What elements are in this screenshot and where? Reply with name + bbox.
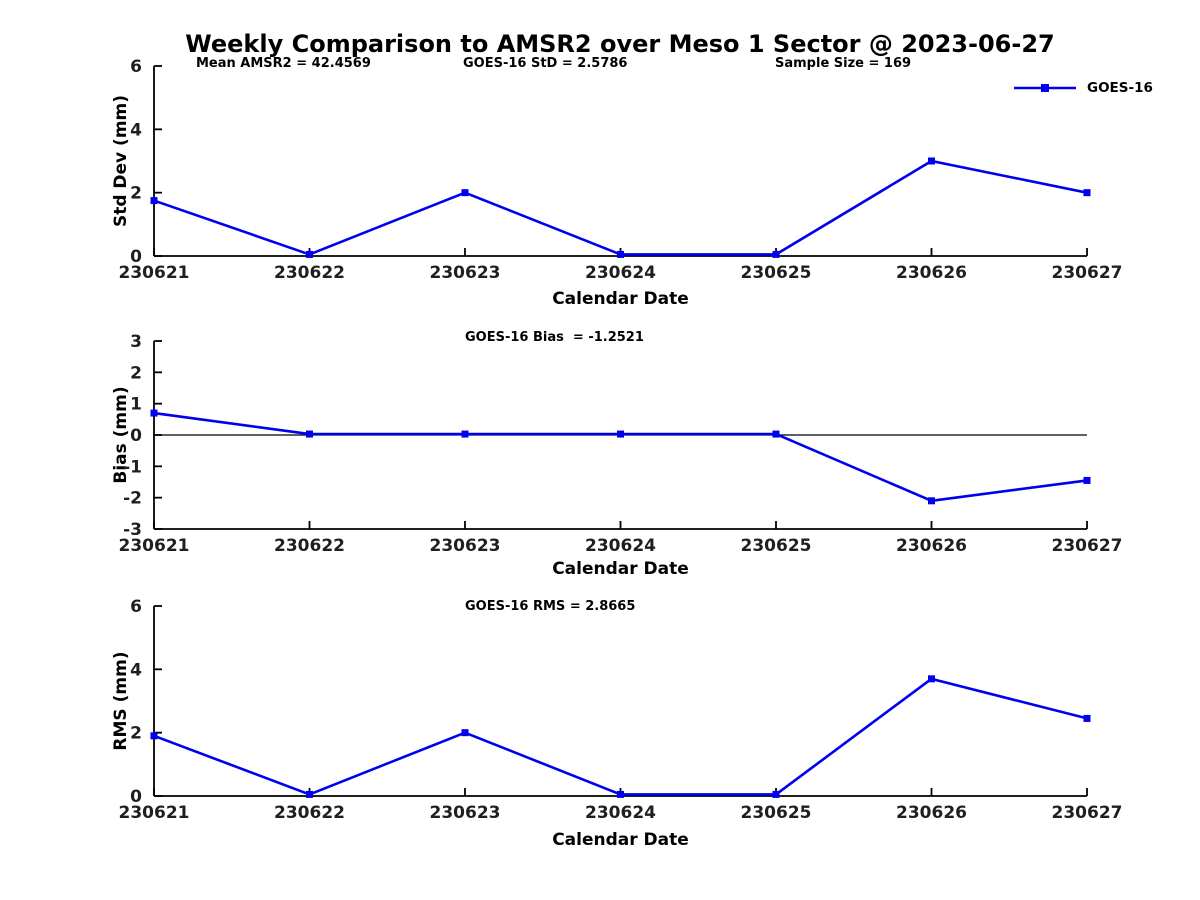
data-point [1083, 189, 1091, 197]
data-point [772, 250, 780, 258]
x-tick-label: 230626 [896, 803, 967, 823]
data-point [461, 729, 469, 737]
data-point [150, 409, 158, 417]
x-tick-label: 230626 [896, 263, 967, 283]
y-tick-label: -2 [123, 489, 142, 509]
y-tick-label: 2 [130, 724, 142, 744]
y-tick-label: 0 [130, 247, 142, 267]
data-line-goes-16 [153, 159, 1088, 256]
x-axis-label-rms: Calendar Date [552, 830, 689, 850]
panel-std-dev: 0 2 4 6 230621 230622 230623 230624 230625 230626… [119, 57, 1123, 283]
data-point [928, 497, 935, 505]
data-point [150, 197, 158, 205]
legend-line-sample-icon [1014, 84, 1076, 92]
data-point [772, 790, 780, 798]
x-tick-label: 230621 [119, 263, 190, 283]
data-point [617, 790, 624, 798]
panel-bias: -3 -2 -1 0 1 2 3 230621 230622 230623 230624 230625… [119, 332, 1123, 556]
data-point [150, 732, 158, 740]
x-tick-label: 230627 [1052, 803, 1123, 823]
annotation-mean-amsr2: Mean AMSR2 = 42.4569 [196, 56, 371, 71]
x-tick-label: 230622 [274, 263, 345, 283]
data-point [306, 250, 313, 258]
y-tick-label: -1 [123, 457, 142, 477]
annotation-goes16-std: GOES-16 StD = 2.5786 [463, 56, 628, 71]
x-tick-label: 230622 [274, 536, 345, 556]
x-tick-label: 230623 [430, 536, 501, 556]
y-tick-label: 1 [130, 395, 142, 415]
legend-label: GOES-16 [1087, 80, 1153, 96]
y-tick-label: 3 [130, 332, 142, 352]
x-tick-label: 230625 [741, 803, 812, 823]
data-point [1083, 476, 1091, 484]
x-tick-label: 230624 [585, 536, 656, 556]
x-tick-label: 230624 [585, 263, 656, 283]
data-point [461, 430, 469, 438]
x-tick-label: 230621 [119, 803, 190, 823]
data-line-goes-16 [153, 411, 1088, 503]
y-tick-label: 2 [130, 363, 142, 383]
data-point [617, 250, 624, 258]
x-tick-label: 230625 [741, 536, 812, 556]
y-tick-label: 0 [130, 426, 142, 446]
x-tick-label: 230621 [119, 536, 190, 556]
data-point [306, 430, 313, 438]
data-point [461, 189, 469, 197]
x-tick-label: 230624 [585, 803, 656, 823]
data-point [617, 430, 624, 438]
y-tick-label: -3 [123, 520, 142, 540]
y-tick-label: 4 [130, 120, 142, 140]
x-axis-label-bias: Calendar Date [552, 559, 689, 579]
annotation-sample-size: Sample Size = 169 [775, 56, 912, 71]
data-point [928, 157, 935, 165]
data-point [928, 675, 935, 683]
x-tick-label: 230622 [274, 803, 345, 823]
x-tick-label: 230626 [896, 536, 967, 556]
annotation-goes16-bias: GOES-16 Bias = -1.2521 [465, 330, 644, 345]
data-point [1083, 714, 1091, 722]
y-tick-label: 0 [130, 787, 142, 807]
data-point [772, 430, 780, 438]
y-tick-label: 6 [130, 597, 142, 617]
x-tick-label: 230623 [430, 803, 501, 823]
x-tick-label: 230627 [1052, 536, 1123, 556]
x-tick-label: 230627 [1052, 263, 1123, 283]
x-tick-label: 230625 [741, 263, 812, 283]
x-axis-label-std-dev: Calendar Date [552, 289, 689, 309]
y-tick-label: 2 [130, 184, 142, 204]
data-point [306, 790, 313, 798]
y-tick-label: 6 [130, 57, 142, 77]
x-tick-label: 230623 [430, 263, 501, 283]
data-line-goes-16 [153, 677, 1088, 796]
annotation-goes16-rms: GOES-16 RMS = 2.8665 [465, 599, 636, 614]
y-tick-label: 4 [130, 660, 142, 680]
figure-title: Weekly Comparison to AMSR2 over Meso 1 S… [185, 30, 1055, 58]
panel-rms: 0 2 4 6 230621 230622 230623 230624 230625 230626… [119, 597, 1123, 823]
legend: GOES-16 [1013, 80, 1153, 96]
